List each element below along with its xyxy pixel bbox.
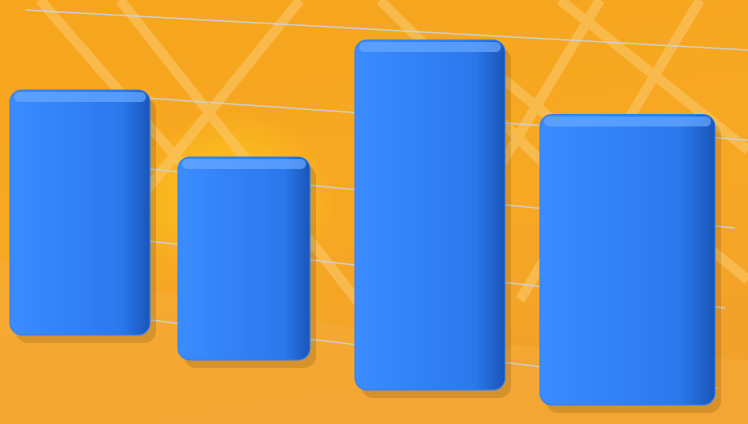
bar-top bbox=[182, 159, 306, 169]
bars bbox=[9, 39, 721, 413]
bar-top bbox=[14, 92, 146, 102]
bar bbox=[539, 114, 716, 406]
bar bbox=[9, 89, 151, 336]
bar bbox=[354, 39, 506, 391]
bar-top bbox=[544, 116, 711, 127]
bar-top bbox=[359, 42, 501, 52]
bar bbox=[177, 156, 311, 361]
